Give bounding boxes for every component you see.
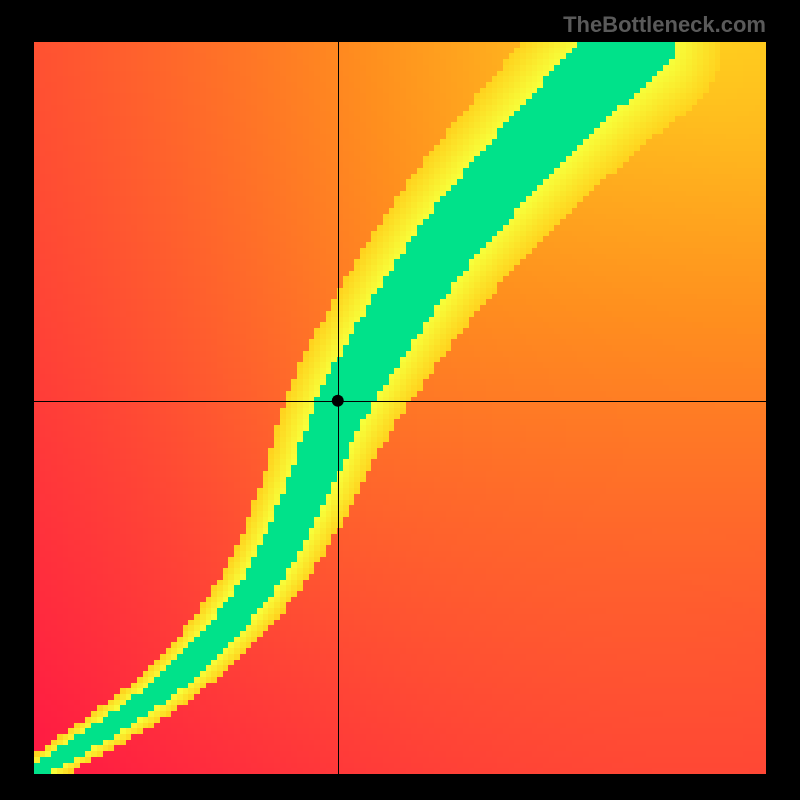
- chart-frame: TheBottleneck.com: [0, 0, 800, 800]
- watermark-text: TheBottleneck.com: [563, 12, 766, 38]
- plot-area: [34, 42, 766, 774]
- heatmap-canvas: [34, 42, 766, 774]
